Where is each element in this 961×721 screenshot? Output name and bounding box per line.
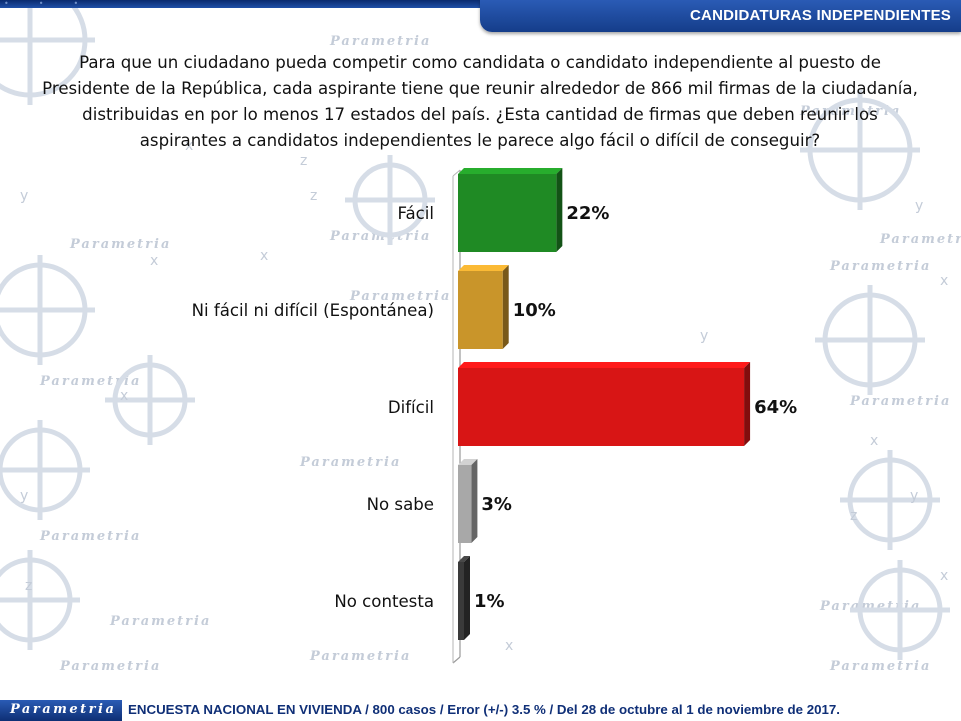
watermark-glyph: y bbox=[20, 188, 28, 204]
category-label: No sabe bbox=[367, 495, 434, 514]
bar-top-face bbox=[458, 265, 509, 271]
watermark-glyph: x bbox=[185, 138, 193, 154]
watermark-glyph: x bbox=[505, 638, 513, 654]
category-label: Ni fácil ni difícil (Espontánea) bbox=[192, 301, 434, 320]
watermark-glyph: y bbox=[20, 488, 28, 504]
watermark-brand-text: Parametria bbox=[349, 289, 451, 304]
watermark-glyph: y bbox=[915, 198, 923, 214]
watermark-brand-text: Parametria bbox=[829, 659, 931, 674]
footer-logo: Parametria bbox=[0, 700, 122, 721]
watermark-brand-text: Parametria bbox=[849, 394, 951, 409]
watermark-glyph: z bbox=[850, 508, 857, 524]
watermark-brand-text: Parametria bbox=[829, 259, 931, 274]
bar-front-face bbox=[458, 368, 745, 446]
category-label: Fácil bbox=[397, 204, 434, 223]
bar-top-face bbox=[458, 556, 470, 562]
footer-survey-note: ENCUESTA NACIONAL EN VIVIENDA / 800 caso… bbox=[128, 702, 840, 717]
watermark-glyph: z bbox=[25, 578, 32, 594]
watermark-brand-text: Parametria bbox=[329, 34, 431, 49]
bar-side-face bbox=[556, 168, 563, 252]
watermark-brand-text: Parametria bbox=[39, 374, 141, 389]
section-title: CANDIDATURAS INDEPENDIENTES bbox=[690, 7, 951, 24]
bar-front-face bbox=[458, 174, 557, 252]
watermark-brand-text: Parametria bbox=[879, 232, 961, 247]
watermark-glyph: x bbox=[120, 388, 128, 404]
bar bbox=[458, 362, 751, 446]
bar-side-face bbox=[464, 556, 470, 640]
watermark-glyph: x bbox=[260, 248, 268, 264]
section-tab: CANDIDATURAS INDEPENDIENTES bbox=[480, 0, 961, 32]
top-banner-dots: ••• bbox=[4, 0, 109, 8]
watermark-brand-text: Parametria bbox=[309, 649, 411, 664]
watermark-brand-text: Parametria bbox=[39, 529, 141, 544]
bar-front-face bbox=[458, 562, 464, 640]
value-label: 3% bbox=[481, 494, 512, 515]
watermark-glyph: y bbox=[910, 488, 918, 504]
bar-top-face bbox=[458, 362, 751, 368]
watermark-glyph: z bbox=[300, 153, 307, 169]
bar-front-face bbox=[458, 271, 503, 349]
value-label: 10% bbox=[513, 300, 556, 321]
watermark-glyph: x bbox=[150, 253, 158, 269]
watermark-brand-text: Parametria bbox=[59, 659, 161, 674]
watermark-brand-text: Parametria bbox=[69, 237, 171, 252]
watermark-brand-text: Parametria bbox=[299, 455, 401, 470]
bar-side-face bbox=[471, 459, 478, 543]
bar-side-face bbox=[502, 265, 509, 349]
bar-top-face bbox=[458, 168, 563, 174]
category-label: No contesta bbox=[334, 592, 434, 611]
value-label: 22% bbox=[566, 203, 609, 224]
watermark-glyph: y bbox=[700, 328, 708, 344]
bar-top-face bbox=[458, 459, 478, 465]
value-label: 64% bbox=[754, 397, 797, 418]
axis-depth-line bbox=[452, 656, 461, 664]
bar bbox=[458, 168, 563, 252]
value-label: 1% bbox=[474, 591, 505, 612]
watermark-glyph: z bbox=[310, 188, 317, 204]
bar bbox=[458, 459, 478, 543]
watermark-glyph: x bbox=[940, 273, 948, 289]
bar bbox=[458, 556, 470, 640]
bar bbox=[458, 265, 509, 349]
footer-logo-text: Parametria bbox=[10, 702, 117, 717]
watermark-glyph: x bbox=[870, 433, 878, 449]
axis-depth-top-line bbox=[452, 169, 461, 177]
watermark-glyph: x bbox=[940, 568, 948, 584]
survey-question: Para que un ciudadano pueda competir com… bbox=[42, 53, 918, 150]
bar-side-face bbox=[744, 362, 751, 446]
watermark-brand-text: Parametria bbox=[109, 614, 211, 629]
category-label: Difícil bbox=[388, 398, 434, 417]
bar-front-face bbox=[458, 465, 472, 543]
